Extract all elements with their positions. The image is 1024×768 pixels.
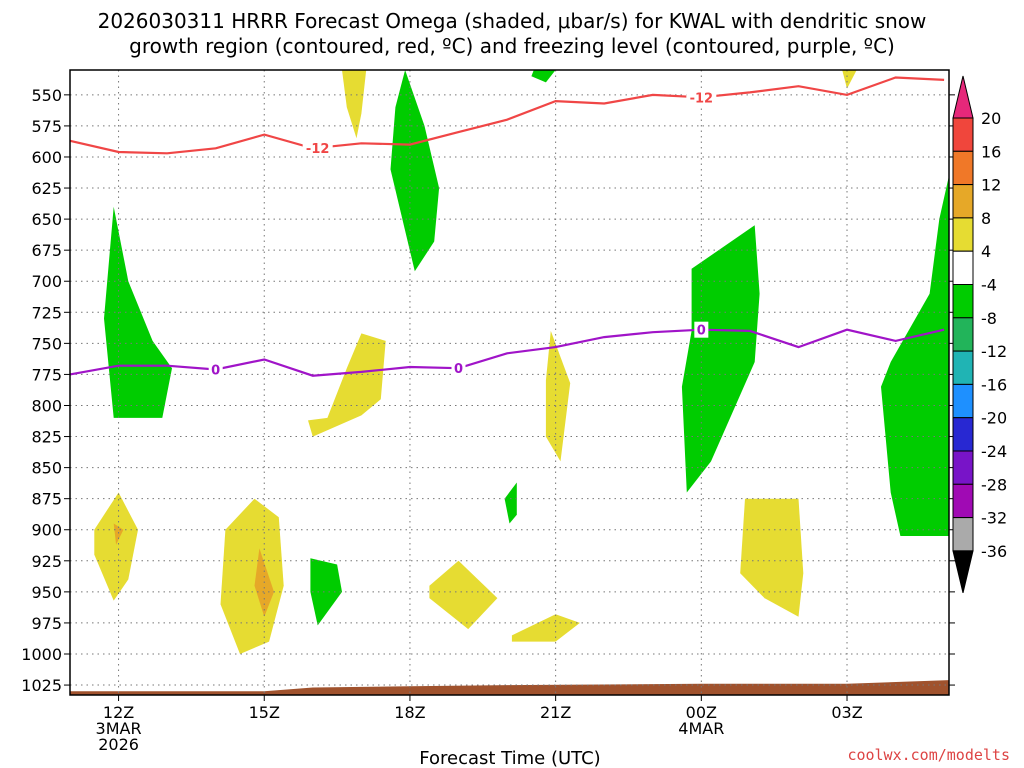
y-tick-label-825: 825 bbox=[31, 428, 62, 447]
y-tick-label-800: 800 bbox=[31, 396, 62, 415]
colorbar-label-8: 8 bbox=[981, 209, 991, 228]
omega-4to8-area-9 bbox=[842, 70, 857, 89]
colorbar-swatch-5 bbox=[952, 284, 974, 319]
omega-neg4to-8-area-4 bbox=[681, 225, 760, 493]
dgz-minus-12-label-bg-1 bbox=[686, 89, 717, 106]
colorbar-label--20: -20 bbox=[981, 409, 1007, 428]
colorbar-triangle-top bbox=[952, 75, 974, 119]
plot-frame bbox=[69, 69, 950, 696]
shaded-omega-regions bbox=[70, 70, 949, 695]
y-axis: 550 575 600 625 650 675 700 725 750 775 800 825 850 8… bbox=[21, 86, 955, 695]
freezing-level-0-label-0: 0 bbox=[211, 363, 220, 378]
x-tick-label-03Z: 03Z bbox=[831, 703, 862, 722]
x-tick-label-12Z: 12Z bbox=[103, 703, 134, 722]
omega-4to8-area-5 bbox=[220, 498, 284, 654]
y-tick-label-875: 875 bbox=[31, 490, 62, 509]
omega-4to8-area-6 bbox=[429, 560, 498, 630]
grid-lines bbox=[70, 70, 949, 695]
colorbar-swatch-6 bbox=[952, 317, 974, 352]
freezing-level-0-label-bg-0 bbox=[208, 361, 223, 378]
colorbar-swatch-2 bbox=[952, 184, 974, 219]
chart-title-line-1: 2026030311 HRRR Forecast Omega (shaded, … bbox=[98, 9, 927, 33]
x-tick-label-4MAR: 4MAR bbox=[678, 719, 724, 738]
freezing-level-0-line bbox=[69, 328, 945, 377]
colorbar-swatch-11 bbox=[952, 483, 974, 519]
omega-4to8-area-7 bbox=[511, 614, 580, 642]
y-tick-label-1000: 1000 bbox=[21, 645, 62, 664]
freezing-level-0-label-2: 0 bbox=[697, 324, 706, 339]
freezing-level-0-label-bg-2 bbox=[694, 321, 709, 338]
colorbar-label--28: -28 bbox=[981, 475, 1007, 494]
omega-4to8-area-8 bbox=[740, 498, 804, 617]
x-tick-label-15Z: 15Z bbox=[249, 703, 280, 722]
y-tick-label-575: 575 bbox=[31, 117, 62, 136]
y-tick-label-950: 950 bbox=[31, 583, 62, 602]
colorbar-label--24: -24 bbox=[981, 442, 1007, 461]
y-tick-label-650: 650 bbox=[31, 210, 62, 229]
colorbar-label--32: -32 bbox=[981, 509, 1007, 528]
colorbar-swatch-7 bbox=[952, 350, 974, 385]
y-tick-label-900: 900 bbox=[31, 521, 62, 540]
credit-label: coolwx.com/modelts bbox=[847, 746, 1010, 764]
colorbar-label--16: -16 bbox=[981, 375, 1007, 394]
colorbar-label--36: -36 bbox=[981, 542, 1007, 561]
x-tick-label-2026: 2026 bbox=[98, 735, 139, 754]
y-tick-label-625: 625 bbox=[31, 179, 62, 198]
colorbar-label--4: -4 bbox=[981, 276, 997, 295]
colorbar-swatch-0 bbox=[952, 117, 974, 152]
freezing-level-0-label-1: 0 bbox=[454, 362, 463, 377]
omega-4to8-area-2 bbox=[308, 333, 386, 437]
colorbar: 20 16 12 8 4 -4 -8 -12 -16 -20 -24 -28 -32 -36 bbox=[952, 75, 1007, 594]
dgz-minus-12-line bbox=[69, 76, 945, 155]
y-tick-label-1025: 1025 bbox=[21, 676, 62, 695]
y-tick-label-775: 775 bbox=[31, 365, 62, 384]
y-tick-label-975: 975 bbox=[31, 614, 62, 633]
y-tick-label-750: 750 bbox=[31, 334, 62, 353]
freezing-level-0-label-bg-1 bbox=[451, 360, 466, 377]
dgz-minus-12-label-bg-0 bbox=[302, 139, 333, 156]
omega-neg4to-8-area-3 bbox=[531, 70, 556, 83]
x-tick-label-3MAR: 3MAR bbox=[96, 719, 142, 738]
colorbar-swatch-8 bbox=[952, 383, 974, 419]
y-tick-label-925: 925 bbox=[31, 552, 62, 571]
omega-8to12-area-1 bbox=[113, 523, 124, 545]
colorbar-label-12: 12 bbox=[981, 176, 1001, 195]
terrain-surface bbox=[70, 680, 949, 695]
dgz-minus-12-label-1: -12 bbox=[690, 91, 714, 106]
colorbar-swatch-10 bbox=[952, 450, 974, 485]
omega-4to8-area-3 bbox=[545, 330, 571, 462]
y-tick-label-600: 600 bbox=[31, 148, 62, 167]
omega-neg4to-8-area-6 bbox=[310, 558, 342, 626]
contour-lines: -12 -12 0 0 0 bbox=[69, 76, 945, 378]
omega-4to8-area-4 bbox=[94, 492, 138, 601]
colorbar-label-16: 16 bbox=[981, 142, 1001, 161]
colorbar-swatch-9 bbox=[952, 417, 974, 452]
colorbar-label-20: 20 bbox=[981, 109, 1001, 128]
omega-4to8-area-1 bbox=[342, 70, 367, 139]
colorbar-swatch-3 bbox=[952, 217, 974, 252]
colorbar-label--12: -12 bbox=[981, 342, 1007, 361]
colorbar-swatch-1 bbox=[952, 150, 974, 186]
colorbar-label--8: -8 bbox=[981, 309, 997, 328]
colorbar-label-4: 4 bbox=[981, 242, 991, 261]
omega-neg4to-8-area-7 bbox=[504, 482, 517, 524]
x-axis-label: Forecast Time (UTC) bbox=[419, 748, 600, 768]
y-tick-label-725: 725 bbox=[31, 303, 62, 322]
y-tick-label-850: 850 bbox=[31, 459, 62, 478]
omega-neg4to-8-area-2 bbox=[390, 70, 440, 272]
chart-title-line-2: growth region (contoured, red, ºC) and f… bbox=[129, 34, 895, 58]
dgz-minus-12-label-0: -12 bbox=[306, 142, 330, 157]
omega-neg4to-8-area-5 bbox=[881, 175, 949, 536]
colorbar-triangle-bottom bbox=[952, 550, 974, 594]
y-tick-label-700: 700 bbox=[31, 272, 62, 291]
x-tick-label-18Z: 18Z bbox=[394, 703, 425, 722]
colorbar-swatch-12 bbox=[952, 517, 974, 552]
y-tick-label-675: 675 bbox=[31, 241, 62, 260]
x-tick-label-21Z: 21Z bbox=[540, 703, 571, 722]
x-tick-label-00Z: 00Z bbox=[686, 703, 717, 722]
y-tick-label-550: 550 bbox=[31, 86, 62, 105]
colorbar-swatch-4 bbox=[952, 250, 974, 285]
